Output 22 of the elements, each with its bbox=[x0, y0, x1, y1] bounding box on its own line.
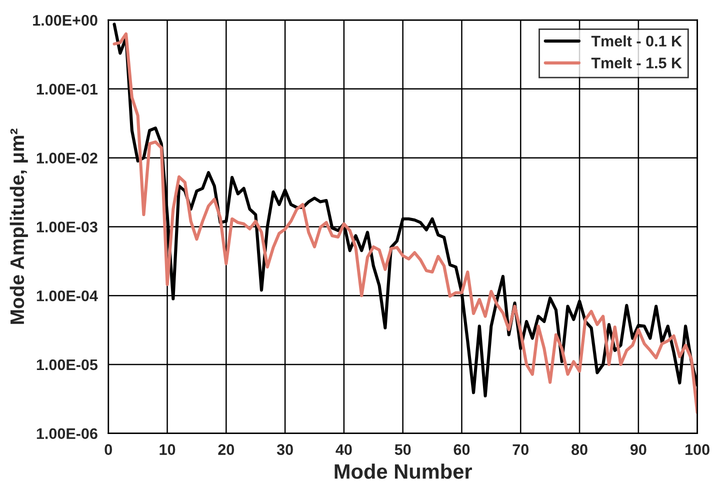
x-tick-label: 90 bbox=[630, 444, 646, 456]
y-tick-label: 1.00E-02 bbox=[36, 152, 98, 164]
y-tick-label: 1.00E+00 bbox=[33, 14, 98, 26]
y-tick-label: 1.00E-05 bbox=[36, 359, 98, 370]
y-tick-label: 1.00E-03 bbox=[36, 222, 98, 232]
x-tick-label: 10 bbox=[160, 444, 176, 456]
x-tick-label: 100 bbox=[686, 444, 710, 456]
legend-label: Tmelt - 0.1 K bbox=[591, 35, 682, 47]
x-tick-label: 40 bbox=[336, 444, 352, 456]
x-axis-title: Mode Number bbox=[334, 464, 472, 479]
x-tick-label: 50 bbox=[394, 444, 411, 456]
x-tick-label: 20 bbox=[218, 444, 234, 456]
x-tick-label: 70 bbox=[512, 444, 529, 456]
x-tick-label: 60 bbox=[454, 444, 470, 456]
x-tick-label: 80 bbox=[572, 444, 588, 456]
y-tick-label: 1.00E-06 bbox=[36, 428, 98, 440]
y-tick-label: 1.00E-04 bbox=[36, 290, 98, 302]
y-axis-title: Mode Amplitude, μm² bbox=[10, 128, 28, 324]
y-tick-label: 1.00E-01 bbox=[36, 84, 98, 95]
x-tick-label: 30 bbox=[276, 444, 293, 456]
x-tick-label: 0 bbox=[104, 444, 112, 456]
legend-label: Tmelt - 1.5 K bbox=[591, 57, 682, 68]
